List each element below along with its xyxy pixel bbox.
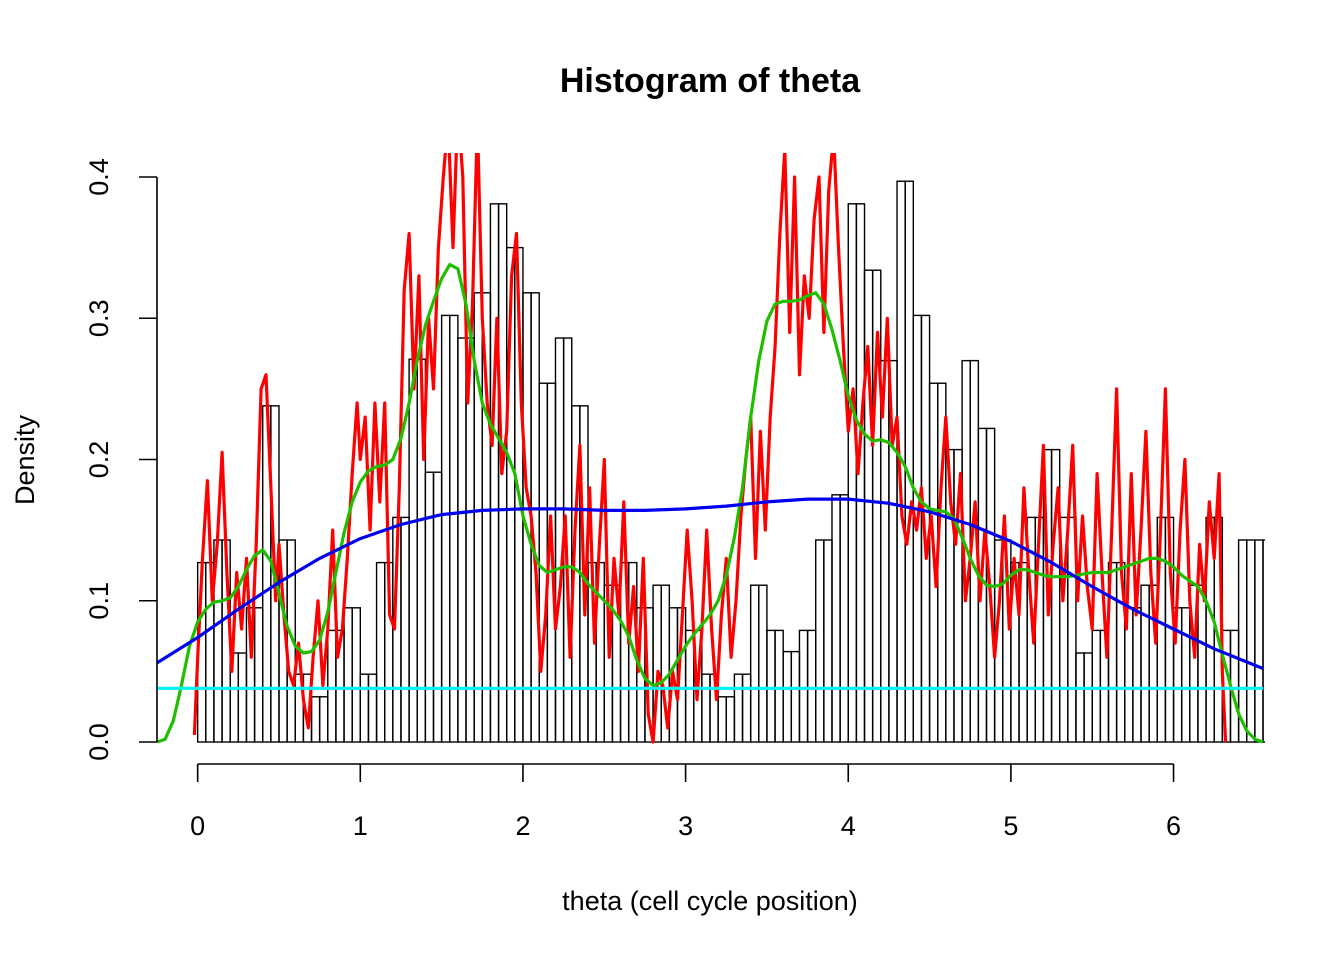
histogram-bar (798, 629, 809, 743)
histogram-bar (1262, 539, 1265, 743)
density-curve-3 (156, 497, 1264, 670)
x-tick-label: 0 (190, 811, 205, 841)
histogram-bar (1140, 584, 1150, 743)
histogram-bar (457, 337, 467, 743)
histogram-bar (343, 607, 353, 743)
histogram-bar (684, 629, 695, 743)
histogram-bar (327, 629, 337, 743)
y-tick-label: 0.4 (84, 158, 114, 196)
histogram-bar (318, 696, 329, 743)
histogram-bar (782, 650, 793, 743)
histogram-bar (790, 650, 801, 743)
histogram-bar (1083, 652, 1093, 743)
histogram-bar (1091, 629, 1102, 743)
histogram-bar (904, 180, 915, 743)
histogram-bar (806, 629, 817, 743)
histogram-bar (1246, 539, 1256, 743)
histogram-bar (408, 358, 418, 743)
histogram-bar (1237, 539, 1248, 743)
histogram-bar (489, 203, 500, 743)
histogram-bar (1287, 585, 1295, 742)
histogram-bar (400, 516, 410, 743)
histogram-bar (1067, 516, 1077, 743)
histogram-bar (1075, 652, 1085, 743)
x-tick-label: 6 (1166, 811, 1181, 841)
density-curves (156, 153, 1264, 744)
histogram-bar (733, 673, 744, 743)
histogram-bar (831, 494, 841, 743)
histogram-bar (1180, 607, 1191, 743)
histogram-bar (1254, 539, 1264, 743)
histogram-bar (774, 629, 784, 743)
histogram-bar (351, 607, 362, 743)
histogram-bar (717, 696, 727, 743)
density-curve-1 (192, 153, 1228, 744)
x-tick-label: 5 (1003, 811, 1018, 841)
histogram-bar (1296, 585, 1304, 742)
histogram-bar (701, 673, 711, 743)
histogram-bar (237, 652, 248, 743)
histogram-bar (725, 696, 736, 743)
x-tick-label: 3 (678, 811, 693, 841)
histogram-bar (432, 471, 443, 743)
histogram-bar (863, 269, 874, 743)
histogram-bar (1271, 563, 1279, 742)
histogram-bar (367, 673, 378, 743)
histogram-bar (839, 494, 849, 743)
histogram-bar (253, 607, 264, 743)
histogram-bar (1197, 584, 1207, 743)
y-tick-label: 0.1 (84, 582, 114, 620)
y-axis: 0.0 0.1 0.2 0.3 0.4 (84, 158, 158, 761)
histogram-bar (758, 584, 768, 743)
histogram-bar (823, 539, 833, 743)
x-tick-label: 2 (515, 811, 530, 841)
x-axis: 0 1 2 3 4 5 6 (190, 763, 1181, 841)
histogram-bar (847, 203, 858, 743)
histogram-bar (375, 561, 386, 743)
x-axis-label: theta (cell cycle position) (562, 886, 858, 916)
y-tick-label: 0.0 (84, 723, 114, 761)
histogram-bar (1132, 607, 1142, 743)
histogram-bar (1304, 495, 1312, 742)
y-axis-label: Density (10, 414, 40, 505)
y-tick-label: 0.2 (84, 441, 114, 479)
histogram-bar (310, 696, 321, 743)
histogram-bar (749, 584, 760, 743)
histogram-bar (1312, 495, 1320, 742)
histogram-bar (424, 471, 435, 743)
histogram-bar (815, 539, 825, 743)
histogram-bar (440, 314, 451, 743)
histogram-bar (741, 673, 752, 743)
histogram-bar (359, 673, 370, 743)
chart-title: Histogram of theta (560, 62, 861, 100)
x-tick-label: 4 (841, 811, 856, 841)
x-tick-label: 1 (353, 811, 368, 841)
histogram-bar (766, 629, 776, 743)
histogram-bar (449, 314, 459, 743)
histogram-bar (1279, 563, 1287, 742)
y-tick-label: 0.3 (84, 300, 114, 338)
